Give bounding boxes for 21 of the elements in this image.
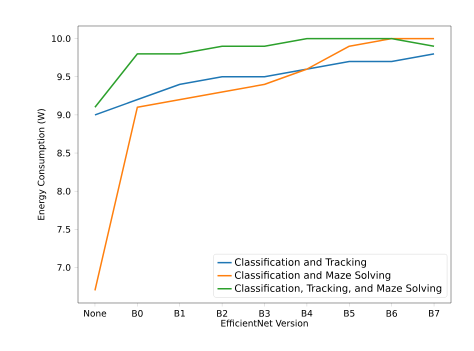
x-tick-label: B1 [174,310,185,317]
legend-label: Classification and Tracking [234,258,366,268]
y-axis-title: Energy Consumption (W) [38,109,46,220]
x-tick-label: B0 [132,310,143,317]
y-tick-label: 9.5 [57,73,70,80]
x-tick-label: None [84,310,106,317]
legend-label: Classification and Maze Solving [234,271,390,281]
y-tick-label: 8.5 [57,150,70,156]
x-tick-label: B6 [386,310,398,317]
x-tick-label: B3 [259,310,270,317]
x-tick-label: B4 [302,310,312,317]
x-tick-label: B7 [428,310,440,317]
y-tick-label: 7.5 [57,226,70,233]
x-tick-label: B5 [344,310,354,317]
legend-label: Classification, Tracking, and Maze Solving [234,284,442,294]
y-tick-label: 8.0 [57,188,70,195]
y-tick-label: 7.0 [57,264,70,271]
y-tick-label: 10.0 [52,35,70,42]
x-tick-label: B2 [217,310,228,317]
x-axis-title: EfficientNet Version [221,320,308,327]
y-tick-label: 9.0 [57,112,70,118]
